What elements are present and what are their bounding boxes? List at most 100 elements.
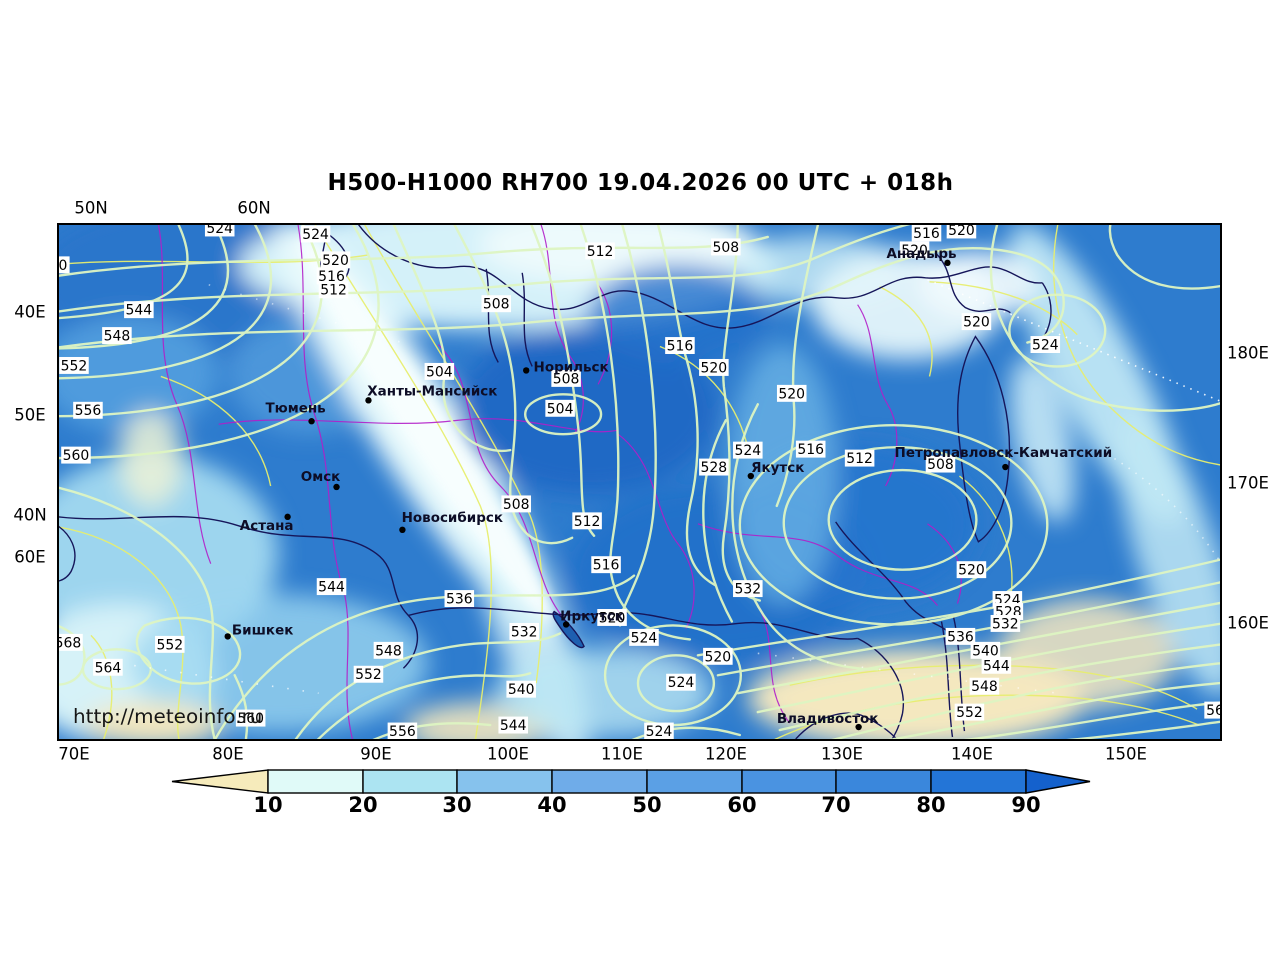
contour-label-box [235, 709, 266, 727]
contour-label: 516 [318, 269, 345, 285]
contour-label: 560 [63, 448, 90, 464]
contour-label-box [954, 703, 985, 721]
city-label: Новосибирск [402, 510, 503, 526]
contour-label-box [551, 369, 581, 387]
contour-label-box [320, 251, 351, 269]
contour-label-box [316, 578, 347, 596]
contour-label: 532 [511, 624, 538, 640]
contour-label: 520 [963, 315, 990, 331]
contour-label-box [353, 665, 384, 683]
contour-label-box [925, 455, 956, 473]
map-frame: 524 524 520 516 512 544 548 552 556 560 0 508 512 508… [57, 223, 1222, 741]
contour-label-box [969, 677, 1000, 695]
colorbar-tick-80: 80 [916, 793, 945, 817]
contour-label: 536 [947, 629, 974, 645]
city-label: Тюмень [265, 401, 325, 416]
city-dot [855, 723, 862, 731]
contour-label-box [59, 633, 83, 651]
contour-label: 552 [156, 637, 183, 653]
contour-label-box [844, 449, 875, 467]
contour-label: 524 [206, 225, 233, 237]
contour-label: 532 [734, 582, 761, 598]
contour-label-box [444, 590, 475, 608]
contour-label-box [102, 327, 132, 345]
city-label: Астана [240, 519, 294, 534]
contour-label: 520 [322, 253, 349, 269]
contour-label: 544 [983, 658, 1010, 674]
contour-label-box [961, 313, 992, 331]
colorbar-segment [835, 769, 932, 794]
city-label: Бишкек [232, 623, 293, 638]
axis-left-40E: 40E [14, 302, 46, 322]
axis-bottom-140E: 140E [951, 744, 993, 764]
contour-label: 512 [320, 283, 347, 299]
contour-label-box [776, 384, 807, 402]
city-dot [399, 526, 406, 534]
axis-top-50N: 50N [74, 198, 108, 218]
city-dot [284, 513, 291, 521]
colorbar-right-arrow [1025, 769, 1091, 794]
contour-label-box [300, 225, 331, 243]
contour-label-box [124, 301, 154, 319]
city-label: Ханты-Мансийск [367, 384, 497, 399]
watermark-url: http://meteoinfo.ru [73, 704, 262, 728]
contour-label: 504 [547, 401, 574, 417]
city-dot [365, 397, 372, 404]
city-label: Владивосток [777, 712, 879, 727]
contour-label-box [61, 446, 91, 464]
contour-label-box [509, 622, 539, 640]
contour-label: 568 [59, 635, 81, 651]
contour-label: 524 [302, 227, 329, 243]
contour-label-box [711, 238, 741, 256]
axis-left-40N: 40N [13, 505, 47, 525]
axis-bottom-90E: 90E [360, 744, 392, 764]
colorbar-segment [551, 769, 648, 794]
contour-label-box [945, 627, 976, 645]
contour-label: 516 [593, 558, 620, 574]
contour-label: 508 [713, 240, 740, 256]
contour-label-box [204, 225, 235, 237]
contour-label: 508 [503, 497, 530, 513]
city-label: Омск [301, 470, 341, 485]
city-dot [333, 483, 340, 491]
axis-bottom-130E: 130E [821, 744, 863, 764]
city-dot [308, 418, 315, 425]
colorbar-canvas: 10 20 30 40 50 60 70 80 90 [171, 769, 1091, 817]
contour-label: 516 [797, 442, 824, 458]
contour-label-box [956, 561, 987, 579]
contour-label-box [545, 399, 575, 417]
colorbar-tick-70: 70 [821, 793, 850, 817]
map-title: H500-H1000 RH700 19.04.2026 00 UTC + 018… [327, 170, 954, 196]
axis-bottom-150E: 150E [1105, 744, 1147, 764]
region-borders [157, 225, 962, 739]
contour-label: 508 [553, 371, 580, 387]
city-dot [747, 472, 755, 480]
contour-label-box [699, 458, 729, 476]
colorbar-segment [930, 769, 1027, 794]
city-label: Иркутск [560, 609, 624, 624]
colorbar-segment [362, 769, 458, 794]
contour-label-box [597, 609, 627, 626]
colorbar-tick-30: 30 [442, 793, 471, 817]
contour-label: 504 [426, 364, 453, 380]
colorbar-segment [741, 769, 837, 794]
contour-label-box [387, 722, 418, 739]
contour-label: 548 [375, 643, 402, 659]
contour-label: 528 [701, 460, 728, 476]
contour-label-box [59, 356, 89, 374]
axis-bottom-80E: 80E [212, 744, 244, 764]
city-label: Якутск [751, 461, 804, 476]
contour-label-box [733, 580, 763, 598]
colorbar: 10 20 30 40 50 60 70 80 90 [0, 760, 1281, 840]
colorbar-tick-60: 60 [727, 793, 756, 817]
humidity-shading-core [299, 236, 553, 622]
contour-label: 524 [1032, 338, 1059, 354]
contour-label-box [946, 225, 977, 239]
axis-right-170E: 170E [1227, 473, 1269, 493]
contour-label: 520 [599, 610, 626, 626]
contour-label-box [424, 362, 455, 380]
contour-label-box [1204, 701, 1220, 719]
contour-label: 512 [574, 514, 601, 530]
